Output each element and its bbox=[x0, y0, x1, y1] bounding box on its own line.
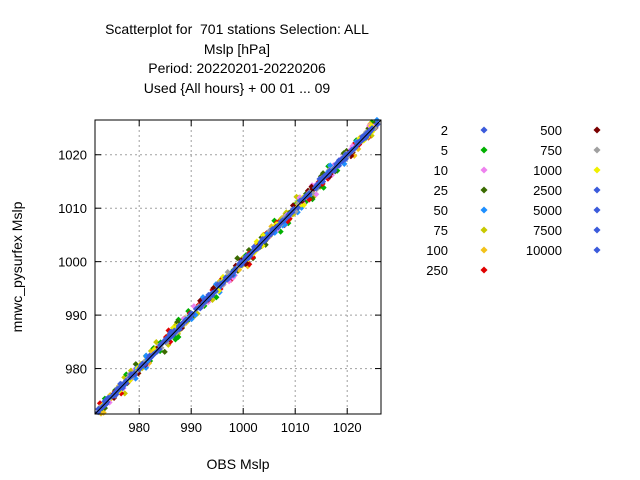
x-tick-label: 1000 bbox=[229, 420, 258, 435]
legend-label: 25 bbox=[434, 183, 448, 198]
legend-marker bbox=[593, 126, 601, 134]
legend-label: 75 bbox=[434, 223, 448, 238]
diagonal-line bbox=[94, 119, 382, 415]
data-point bbox=[161, 348, 168, 355]
legend-marker bbox=[480, 206, 488, 214]
y-tick-label: 990 bbox=[65, 308, 87, 323]
legend-label: 2500 bbox=[533, 183, 562, 198]
legend-marker bbox=[480, 226, 488, 234]
reference-line bbox=[94, 119, 382, 415]
legend-marker bbox=[593, 166, 601, 174]
title-line-2: Mslp [hPa] bbox=[203, 40, 271, 57]
legend-marker bbox=[480, 246, 488, 254]
plot-frame bbox=[94, 119, 382, 415]
legend-label: 250 bbox=[426, 263, 448, 278]
x-tick-label: 1010 bbox=[281, 420, 310, 435]
legend-label: 100 bbox=[426, 243, 448, 258]
y-tick-label: 1010 bbox=[58, 201, 87, 216]
y-axis-title: mnwc_pysurfex Mslp bbox=[9, 201, 25, 332]
data-point bbox=[220, 280, 227, 287]
legend-marker bbox=[593, 246, 601, 254]
legend-label: 10 bbox=[434, 163, 448, 178]
x-tick-label: 980 bbox=[128, 420, 150, 435]
data-point bbox=[192, 305, 200, 313]
legend-label: 2 bbox=[441, 123, 448, 138]
legend-label: 10000 bbox=[526, 243, 562, 258]
legend-label: 500 bbox=[540, 123, 562, 138]
legend-marker bbox=[480, 146, 488, 154]
axis-ticks: 980 990 1000 1010 1020 980 990 1000 1010 1020 bbox=[58, 120, 381, 435]
y-tick-label: 1020 bbox=[58, 148, 87, 163]
legend-label: 750 bbox=[540, 143, 562, 158]
legend-marker bbox=[593, 146, 601, 154]
title-line-3: Period: 20220201-20220206 bbox=[148, 60, 326, 76]
plot-border bbox=[94, 119, 382, 415]
legend-label: 7500 bbox=[533, 223, 562, 238]
legend-marker bbox=[593, 206, 601, 214]
legend: 2510255075100250500750100025005000750010… bbox=[426, 123, 601, 278]
legend-label: 5000 bbox=[533, 203, 562, 218]
y-tick-label: 980 bbox=[65, 362, 87, 377]
legend-marker bbox=[480, 166, 488, 174]
data-point bbox=[338, 156, 345, 163]
legend-label: 50 bbox=[434, 203, 448, 218]
x-axis-title: OBS Mslp bbox=[206, 456, 269, 472]
legend-label: 5 bbox=[441, 143, 448, 158]
chart-title: Scatterplot for 701 stations Selection: … bbox=[60, 20, 414, 98]
legend-marker bbox=[593, 186, 601, 194]
y-tick-label: 1000 bbox=[58, 255, 87, 270]
legend-label: 1000 bbox=[533, 163, 562, 178]
x-tick-label: 990 bbox=[180, 420, 202, 435]
legend-marker bbox=[480, 186, 488, 194]
title-line-1: Scatterplot for 701 stations Selection: … bbox=[105, 21, 369, 37]
legend-marker bbox=[593, 226, 601, 234]
legend-marker bbox=[480, 266, 488, 274]
legend-marker bbox=[480, 126, 488, 134]
x-tick-label: 1020 bbox=[333, 420, 362, 435]
title-line-4: Used {All hours} + 00 01 ... 09 bbox=[143, 79, 331, 96]
